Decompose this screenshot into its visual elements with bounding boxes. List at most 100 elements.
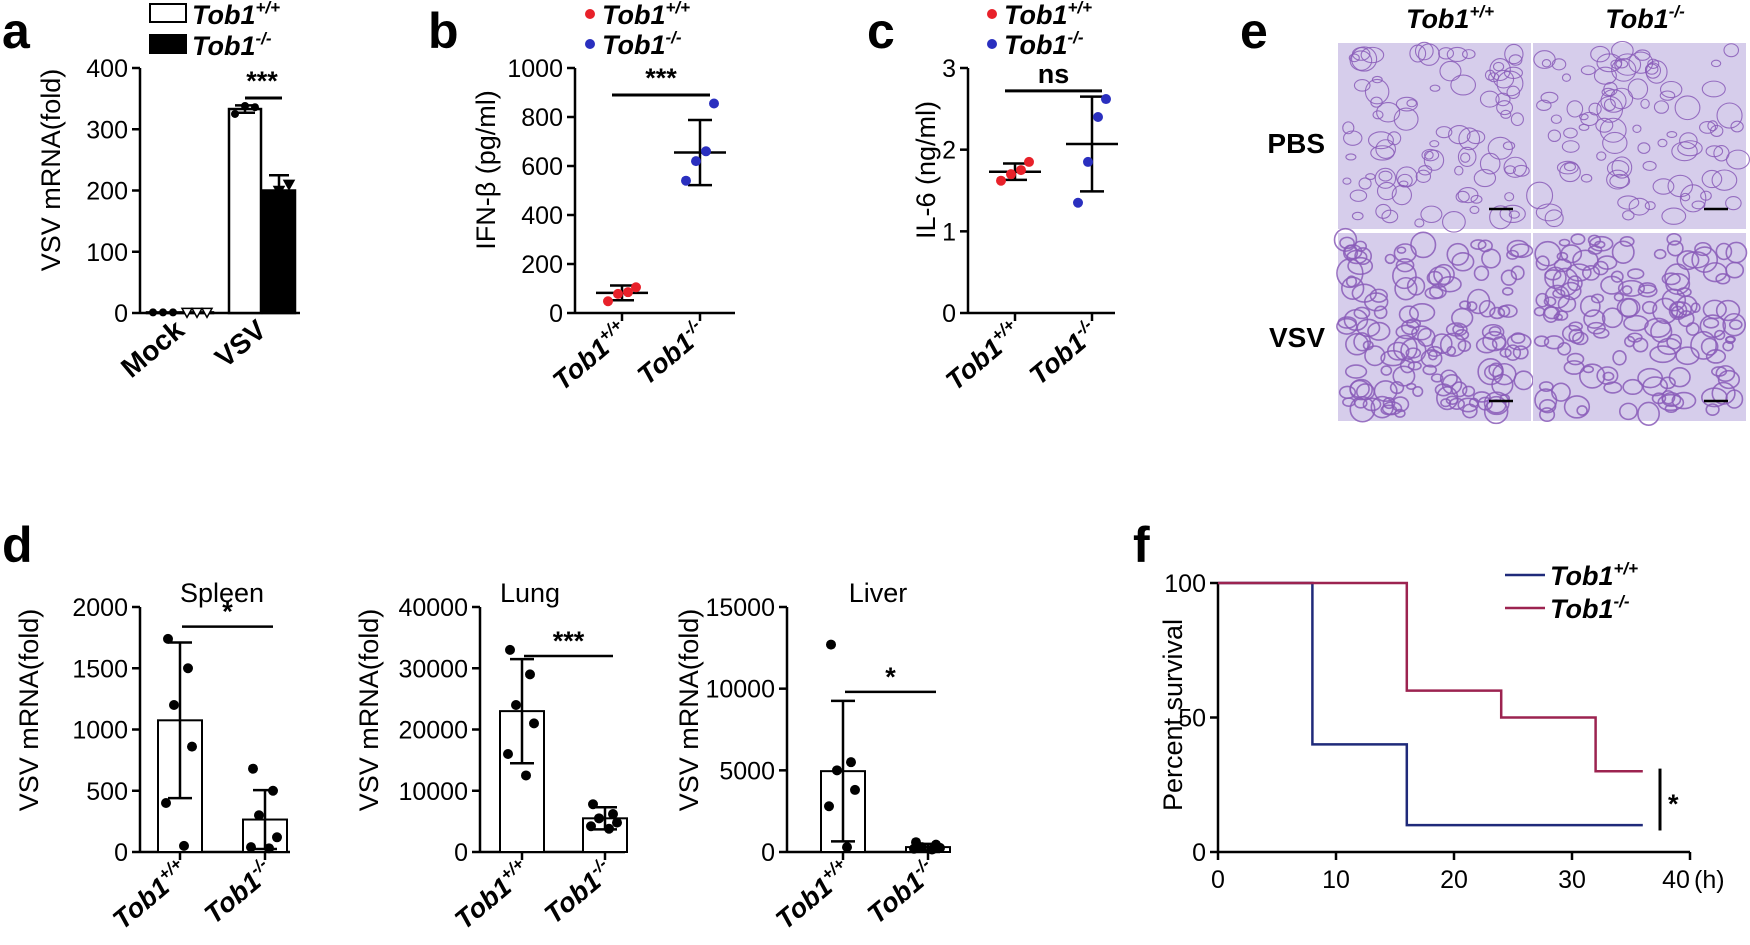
data-point (603, 296, 613, 307)
tissue-cell (1391, 396, 1410, 413)
tissue-cell (1723, 43, 1740, 58)
data-point (241, 101, 249, 110)
tissue-cell (1489, 57, 1511, 82)
tissue-cell (1701, 80, 1726, 98)
data-point (521, 770, 531, 781)
tissue-cell (1504, 165, 1516, 175)
panel-d: d VSV mRNA(fold) VSV mRNA(fold) VSV mRNA… (2, 517, 951, 935)
tissue-cell (1666, 232, 1682, 246)
data-point (254, 810, 264, 821)
tissue-cell (1364, 345, 1386, 367)
tissue-cell (1349, 189, 1368, 202)
tissue-cell (1472, 391, 1491, 403)
tissue-cell (1622, 210, 1635, 221)
tissue-cell (1637, 367, 1664, 389)
tissue-cell (1707, 120, 1718, 132)
tissue-cell (1461, 49, 1476, 60)
tissue-cell (1540, 91, 1559, 104)
data-point (1024, 156, 1034, 167)
tissue-cell (1676, 250, 1700, 271)
tissue-cell (1570, 233, 1586, 245)
tissue-cell (1414, 41, 1434, 61)
legend-a: Tob1+/+ Tob1-/- (149, 0, 280, 61)
tissue-cell (1675, 346, 1700, 366)
data-point (262, 191, 276, 204)
tissue-cell (1451, 252, 1475, 272)
tissue-cell (1445, 322, 1468, 337)
tissue-cell (1666, 240, 1684, 257)
tissue-cell (1454, 328, 1470, 341)
data-point (529, 718, 539, 729)
tissue-cell (1460, 152, 1471, 163)
significance-label: * (1668, 789, 1679, 819)
legend-dot-wt (987, 9, 997, 19)
tissue-cell (1586, 321, 1606, 335)
tissue-cell (1394, 276, 1418, 301)
data-point (1083, 156, 1093, 167)
tissue-cell (1450, 74, 1477, 96)
tissue-cell (1700, 337, 1719, 356)
data-point (282, 179, 296, 191)
tissue-cell (1561, 73, 1572, 82)
tissue-cell (1448, 124, 1471, 145)
tissue-cell (1701, 169, 1723, 189)
tissue-cell (1728, 319, 1743, 331)
tissue-cell (1566, 100, 1584, 118)
data-point (179, 840, 189, 851)
tissue-cell (1457, 146, 1477, 167)
tissue-cell (1714, 329, 1726, 341)
tissue-cell (1603, 98, 1616, 112)
data-point (623, 287, 633, 298)
data-point (200, 307, 214, 319)
tissue-cell (1429, 84, 1441, 92)
tissue-cell (1504, 344, 1522, 361)
tissue-cell (1414, 218, 1425, 228)
data-point (159, 308, 167, 317)
tissue-cell (1555, 310, 1569, 321)
tissue-cell (1481, 248, 1502, 269)
legend-label-wt: Tob1+/+ (192, 0, 280, 30)
plot-area-liver: 0 5000 10000 15000 Tob1+/+ Tob1-/- * (705, 594, 951, 935)
y-tick-label: 0 (1192, 839, 1206, 867)
data-point (1101, 94, 1111, 105)
tissue-cell (1552, 288, 1566, 299)
chart-title-liver: Liver (849, 578, 908, 608)
tissue-cell (1367, 321, 1391, 341)
x-tick-label: Tob1-/- (1022, 315, 1104, 391)
x-tick-label: Tob1-/- (860, 854, 942, 930)
tissue-cell (1417, 327, 1436, 347)
tissue-cell (1508, 210, 1520, 219)
legend-label-wt: Tob1+/+ (1550, 559, 1638, 591)
tissue-cell (1558, 238, 1571, 247)
tissue-cell (1691, 200, 1706, 210)
tissue-cell (1446, 46, 1468, 63)
tissue-cell (1710, 124, 1724, 137)
data-point (909, 843, 919, 854)
y-tick-label: 100 (86, 239, 128, 267)
tissue-cell (1498, 304, 1518, 318)
bar (261, 189, 297, 315)
legend-dot-ko (585, 39, 595, 49)
data-point (169, 308, 177, 317)
tissue-cell (1367, 131, 1394, 150)
tissue-cell (1702, 299, 1727, 320)
data-point (248, 763, 258, 774)
tissue-cell (1356, 318, 1381, 338)
tissue-cell (1596, 255, 1618, 270)
tissue-cell (1579, 113, 1589, 121)
tissue-cell (1420, 205, 1443, 224)
tissue-cell (1618, 402, 1638, 421)
tissue-cell (1715, 299, 1741, 322)
tissue-cell (1365, 173, 1376, 181)
tissue-cell (1609, 87, 1634, 110)
tissue-cell (1510, 265, 1525, 281)
tissue-cell (1601, 307, 1624, 329)
data-point (1073, 197, 1083, 208)
tissue-cell (1578, 363, 1606, 389)
tissue-cell (1556, 251, 1569, 261)
tissue-cell (1344, 364, 1368, 379)
tissue-cell (1725, 196, 1742, 211)
